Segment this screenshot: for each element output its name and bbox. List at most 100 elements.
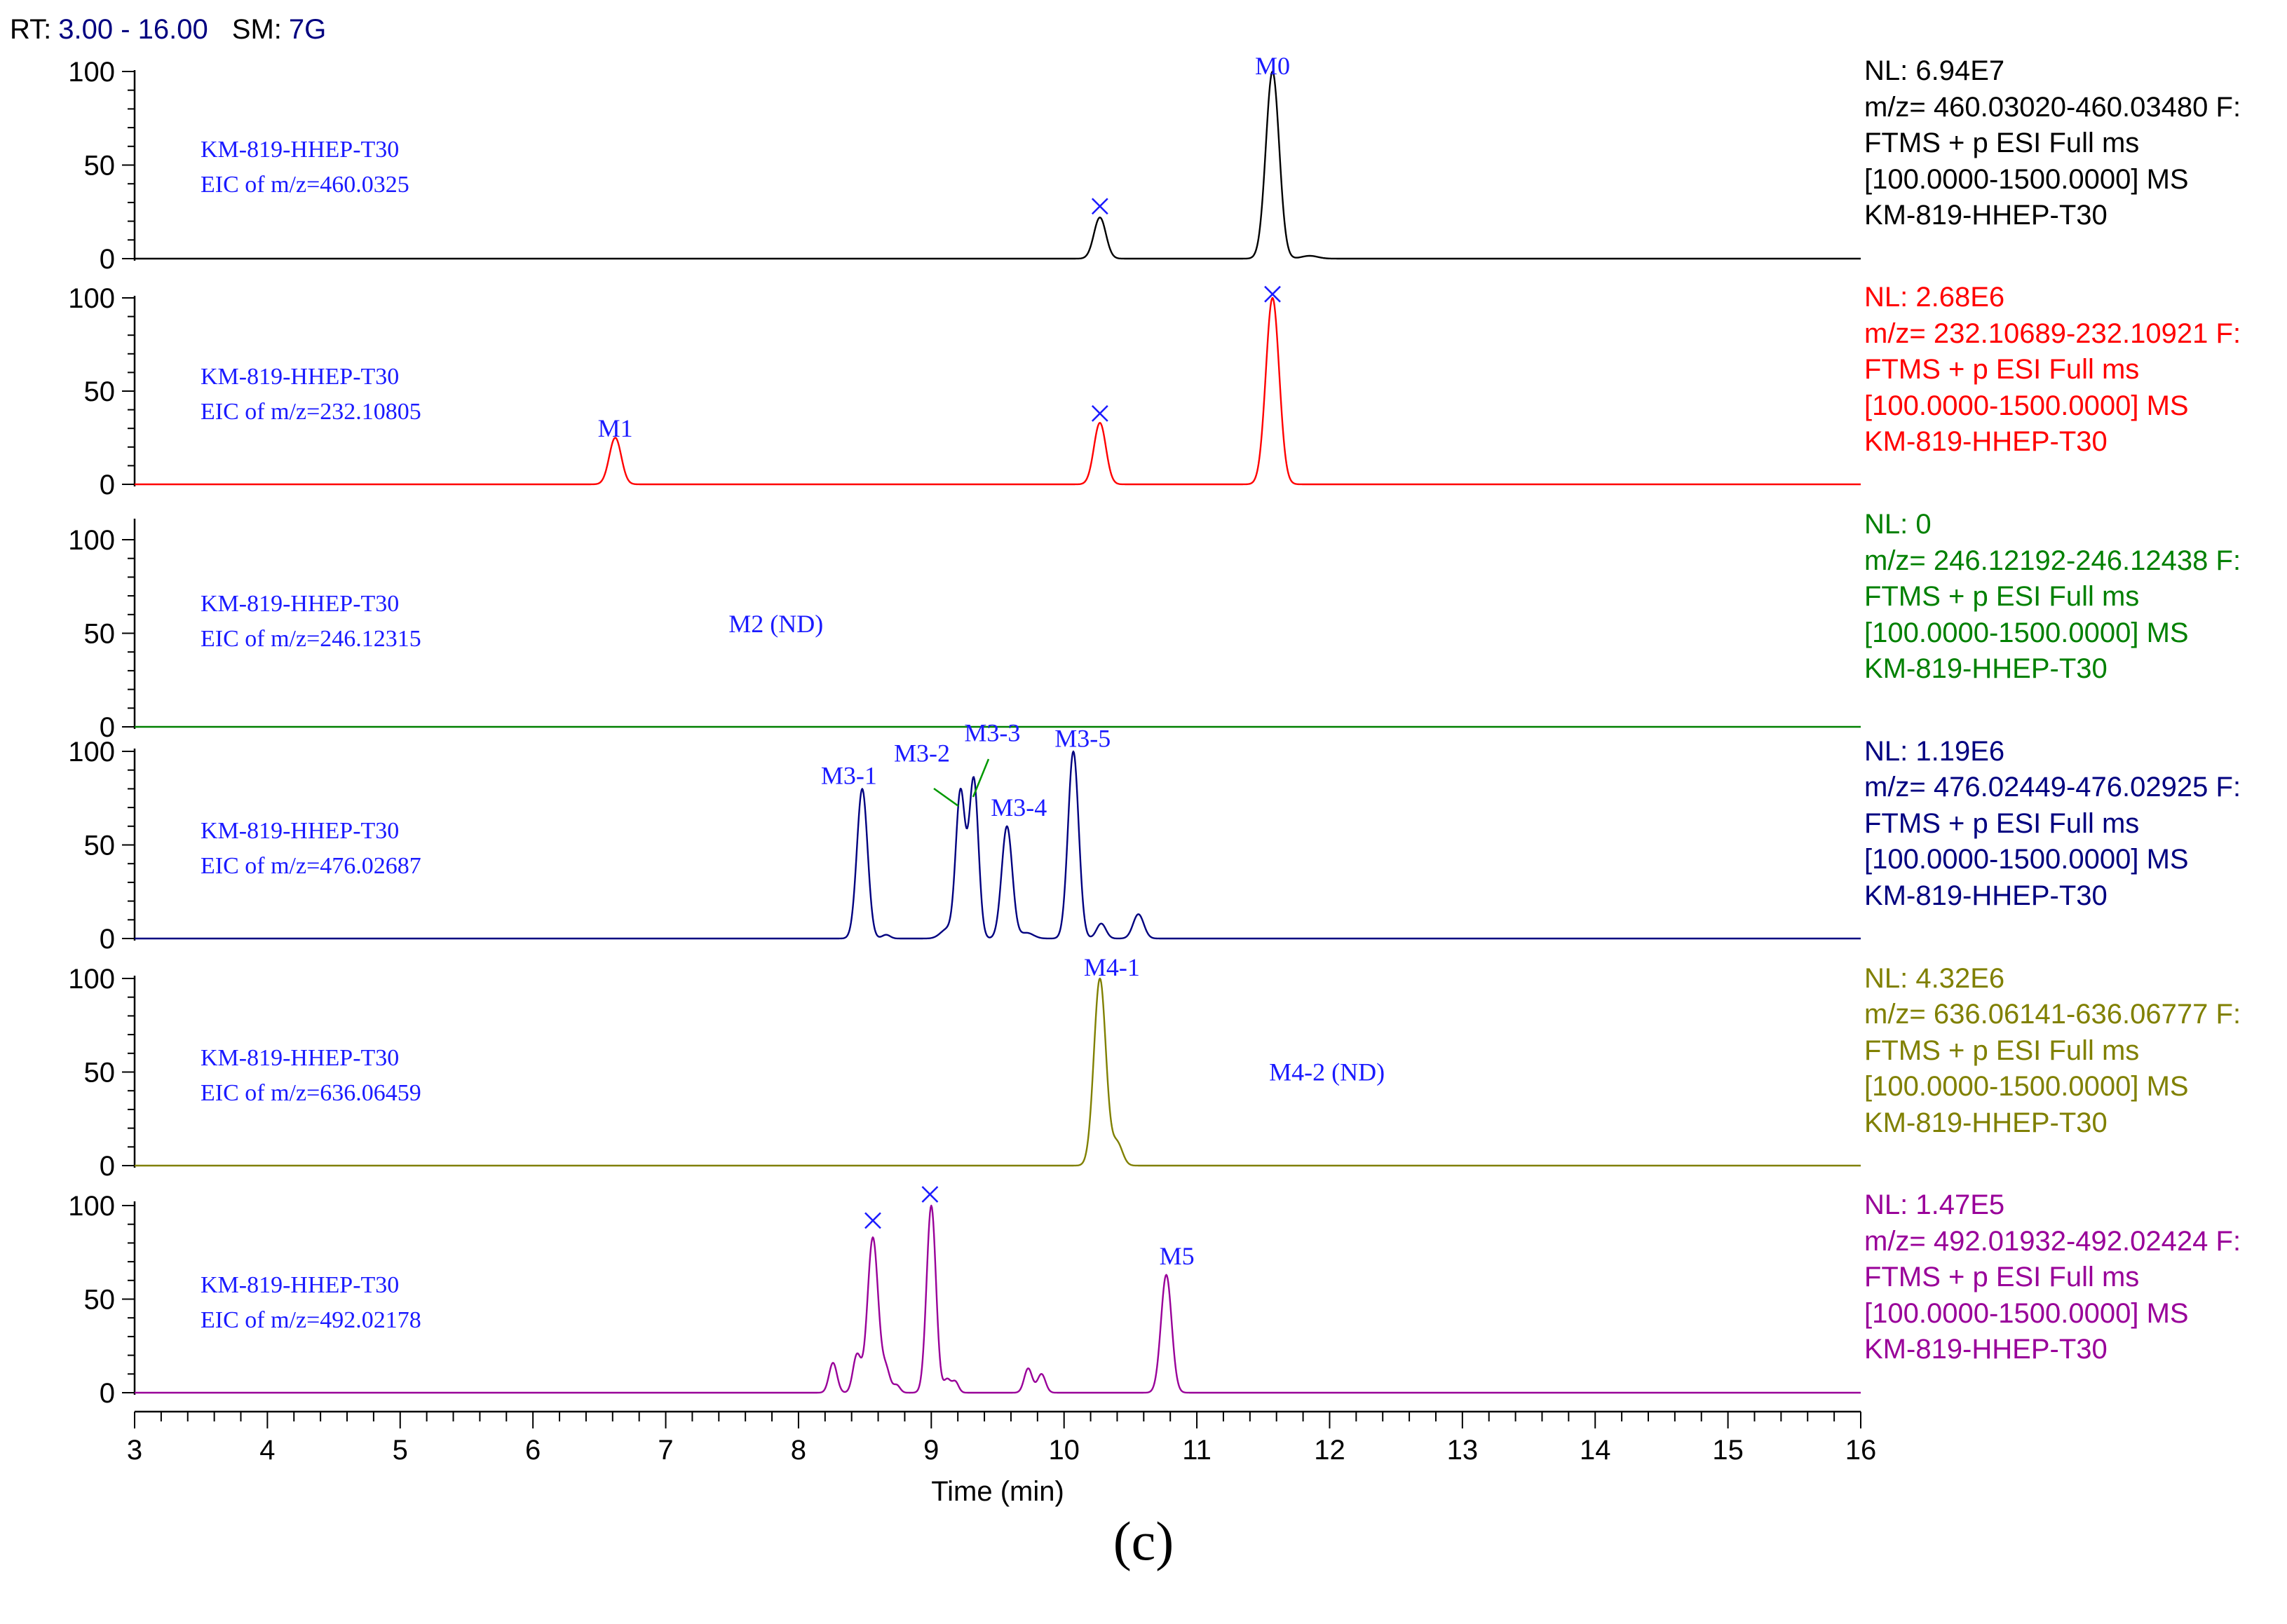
nl-label: NL: 1.47E5 <box>1864 1189 2004 1220</box>
peak-x-marker <box>1091 405 1108 422</box>
y-tick-label: 0 <box>100 712 115 743</box>
peak-annotation: M4-1 <box>1084 953 1140 981</box>
x-tick-label: 5 <box>393 1435 408 1466</box>
y-tick-label: 50 <box>84 831 116 861</box>
mass-range-label: [100.0000-1500.0000] MS <box>1864 617 2189 648</box>
y-tick-label: 0 <box>100 1378 115 1409</box>
nl-label: NL: 4.32E6 <box>1864 963 2004 994</box>
trace-line <box>134 977 1861 1167</box>
x-tick-label: 13 <box>1447 1435 1479 1466</box>
peak-x-marker <box>1264 285 1281 303</box>
panel-1: 0 50 100 KM-819-HHEP-T30 EIC of m/z=460.0325… <box>68 52 2241 275</box>
y-tick-label: 100 <box>68 737 115 767</box>
leader-line-m3-3 <box>972 758 990 798</box>
y-tick-label: 50 <box>84 376 116 407</box>
peak-x-marker <box>1091 198 1108 215</box>
nl-label: NL: 2.68E6 <box>1864 282 2004 313</box>
y-tick-label: 50 <box>84 1058 116 1089</box>
x-tick-label: 3 <box>127 1435 142 1466</box>
x-axis: 3 4 5 6 7 8 9 10 11 12 13 14 15 16 Time (min) <box>127 1410 1877 1507</box>
leader-line-m3-2 <box>933 787 959 807</box>
panel-label: (c) <box>1113 1510 1174 1571</box>
file-name-label: KM-819-HHEP-T30 <box>1864 426 2108 457</box>
trace-sample-label: KM-819-HHEP-T30 <box>201 1272 399 1298</box>
mass-range-label: [100.0000-1500.0000] MS <box>1864 1298 2189 1329</box>
peak-annotation: M3-5 <box>1054 724 1111 752</box>
trace-sample-label: KM-819-HHEP-T30 <box>201 1045 399 1071</box>
y-tick-label: 100 <box>68 283 115 314</box>
scan-type-label: FTMS + p ESI Full ms <box>1864 128 2139 158</box>
y-tick-label: 100 <box>68 964 115 995</box>
trace-eic-label: EIC of m/z=460.0325 <box>201 172 409 198</box>
nl-label: NL: 6.94E7 <box>1864 55 2004 86</box>
y-tick-label: 50 <box>84 619 116 650</box>
x-tick-label: 12 <box>1314 1435 1345 1466</box>
peak-annotation: M4-2 (ND) <box>1269 1058 1385 1086</box>
peak-annotation: M2 (ND) <box>728 610 823 638</box>
trace-sample-label: KM-819-HHEP-T30 <box>201 591 399 617</box>
mass-range-label: [100.0000-1500.0000] MS <box>1864 390 2189 421</box>
trace-eic-label: EIC of m/z=636.06459 <box>201 1080 421 1106</box>
x-tick-label: 7 <box>658 1435 673 1466</box>
scan-type-label: FTMS + p ESI Full ms <box>1864 808 2139 839</box>
trace-eic-label: EIC of m/z=246.12315 <box>201 626 421 652</box>
y-tick-label: 100 <box>68 525 115 556</box>
peak-annotation: M0 <box>1255 52 1290 80</box>
scan-type-label: FTMS + p ESI Full ms <box>1864 1262 2139 1292</box>
trace-sample-label: KM-819-HHEP-T30 <box>201 137 399 163</box>
panel-4: 0 50 100 KM-819-HHEP-T30 EIC of m/z=476.0268… <box>68 718 2241 955</box>
trace-line <box>134 70 1861 260</box>
nl-label: NL: 0 <box>1864 509 1932 540</box>
mass-range-label: [100.0000-1500.0000] MS <box>1864 844 2189 875</box>
x-tick-label: 10 <box>1048 1435 1080 1466</box>
x-tick-label: 8 <box>791 1435 806 1466</box>
mass-range-label: [100.0000-1500.0000] MS <box>1864 164 2189 195</box>
x-tick-label: 16 <box>1845 1435 1877 1466</box>
x-tick-label: 11 <box>1182 1435 1212 1466</box>
scan-type-label: FTMS + p ESI Full ms <box>1864 1035 2139 1066</box>
file-name-label: KM-819-HHEP-T30 <box>1864 653 2108 684</box>
trace-line <box>134 750 1861 940</box>
trace-eic-label: EIC of m/z=476.02687 <box>201 853 421 879</box>
y-tick-label: 0 <box>100 924 115 955</box>
trace-sample-label: KM-819-HHEP-T30 <box>201 364 399 390</box>
x-tick-label: 14 <box>1580 1435 1611 1466</box>
y-tick-label: 50 <box>84 151 116 182</box>
trace-line <box>134 1204 1861 1394</box>
trace-line <box>134 296 1861 486</box>
y-tick-label: 50 <box>84 1285 116 1316</box>
trace-eic-label: EIC of m/z=232.10805 <box>201 399 421 425</box>
peak-x-marker <box>864 1212 881 1229</box>
y-tick-label: 0 <box>100 1151 115 1182</box>
y-tick-label: 0 <box>100 470 115 500</box>
x-tick-label: 6 <box>525 1435 541 1466</box>
y-tick-label: 100 <box>68 1191 115 1222</box>
mz-range-label: m/z= 492.01932-492.02424 F: <box>1864 1226 2241 1257</box>
peak-annotation: M1 <box>598 414 633 442</box>
file-name-label: KM-819-HHEP-T30 <box>1864 1107 2108 1138</box>
nl-label: NL: 1.19E6 <box>1864 736 2004 767</box>
file-name-label: KM-819-HHEP-T30 <box>1864 1334 2108 1365</box>
peak-x-marker <box>921 1186 939 1203</box>
file-name-label: KM-819-HHEP-T30 <box>1864 200 2108 231</box>
peak-annotation: M5 <box>1160 1242 1195 1270</box>
mass-range-label: [100.0000-1500.0000] MS <box>1864 1071 2189 1102</box>
trace-eic-label: EIC of m/z=492.02178 <box>201 1307 421 1333</box>
scan-type-label: FTMS + p ESI Full ms <box>1864 581 2139 612</box>
peak-annotation: M3-1 <box>821 762 877 790</box>
panel-5: 0 50 100 KM-819-HHEP-T30 EIC of m/z=636.0645… <box>68 953 2241 1182</box>
x-tick-label: 9 <box>923 1435 939 1466</box>
scan-type-label: FTMS + p ESI Full ms <box>1864 354 2139 385</box>
chromatogram-panels: 0 50 100 KM-819-HHEP-T30 EIC of m/z=460.0325… <box>68 52 2241 1409</box>
mz-range-label: m/z= 246.12192-246.12438 F: <box>1864 545 2241 576</box>
mz-range-label: m/z= 460.03020-460.03480 F: <box>1864 92 2241 123</box>
x-tick-label: 15 <box>1712 1435 1744 1466</box>
panel-2: 0 50 100 KM-819-HHEP-T30 EIC of m/z=232.1080… <box>68 282 2241 500</box>
peak-annotation: M3-3 <box>964 718 1020 746</box>
panel-3: 0 50 100 KM-819-HHEP-T30 EIC of m/z=246.1231… <box>68 509 2241 743</box>
panel-6: 0 50 100 KM-819-HHEP-T30 EIC of m/z=492.0217… <box>68 1186 2241 1409</box>
x-tick-label: 4 <box>259 1435 275 1466</box>
trace-sample-label: KM-819-HHEP-T30 <box>201 818 399 844</box>
